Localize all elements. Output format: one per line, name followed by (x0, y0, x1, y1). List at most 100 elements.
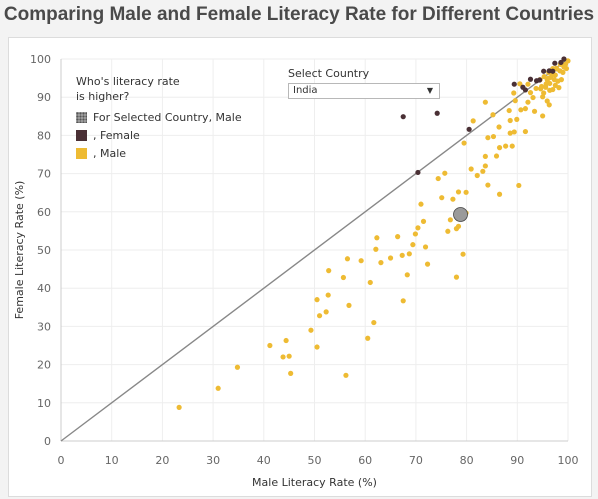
male-point[interactable] (531, 108, 538, 114)
male-point[interactable] (530, 94, 536, 101)
male-point[interactable] (439, 195, 445, 201)
male-point[interactable] (525, 81, 531, 87)
male-point[interactable] (507, 117, 513, 124)
male-point[interactable] (514, 116, 520, 122)
male-point[interactable] (511, 129, 517, 135)
male-point[interactable] (286, 353, 292, 359)
male-point[interactable] (435, 175, 441, 182)
male-point[interactable] (234, 364, 241, 370)
male-point[interactable] (517, 81, 523, 87)
male-point[interactable] (267, 342, 273, 349)
male-point[interactable] (308, 327, 314, 333)
male-point[interactable] (539, 83, 545, 90)
male-point[interactable] (541, 90, 547, 96)
male-point[interactable] (314, 297, 320, 303)
male-point[interactable] (503, 143, 509, 149)
male-point[interactable] (522, 128, 529, 135)
male-point[interactable] (509, 143, 515, 149)
male-point[interactable] (482, 153, 488, 160)
male-point[interactable] (288, 370, 294, 376)
male-point[interactable] (490, 133, 497, 140)
male-point[interactable] (480, 168, 486, 174)
male-point[interactable] (556, 85, 562, 91)
male-point[interactable] (373, 246, 379, 252)
male-point[interactable] (474, 172, 480, 179)
male-point[interactable] (424, 261, 431, 267)
male-point[interactable] (455, 223, 462, 229)
male-point[interactable] (410, 242, 416, 248)
female-point[interactable] (552, 60, 558, 66)
male-point[interactable] (550, 86, 556, 93)
male-point[interactable] (399, 252, 405, 258)
male-point[interactable] (482, 163, 488, 169)
male-point[interactable] (344, 256, 351, 262)
male-point[interactable] (406, 251, 412, 257)
legend-item-female[interactable]: , Female (76, 126, 242, 144)
male-point[interactable] (518, 107, 524, 113)
male-point[interactable] (316, 313, 323, 319)
female-point[interactable] (527, 76, 534, 82)
male-point[interactable] (561, 64, 567, 70)
male-point[interactable] (453, 274, 460, 280)
legend-item-male[interactable]: , Male (76, 144, 242, 162)
male-point[interactable] (485, 135, 491, 141)
female-point[interactable] (558, 59, 564, 66)
female-point[interactable] (466, 126, 472, 132)
male-point[interactable] (533, 85, 539, 92)
selected-country-point[interactable] (453, 207, 468, 222)
male-point[interactable] (546, 75, 552, 81)
male-point[interactable] (455, 189, 462, 195)
male-point[interactable] (522, 106, 529, 112)
male-point[interactable] (482, 99, 488, 105)
male-point[interactable] (557, 68, 563, 74)
female-point[interactable] (434, 110, 440, 116)
male-point[interactable] (540, 113, 546, 119)
male-point[interactable] (546, 102, 552, 108)
male-point[interactable] (468, 166, 474, 172)
male-point[interactable] (176, 404, 182, 410)
male-point[interactable] (215, 385, 221, 391)
male-point[interactable] (387, 255, 394, 261)
female-point[interactable] (541, 68, 547, 74)
male-point[interactable] (496, 145, 503, 151)
male-point[interactable] (412, 231, 418, 237)
male-point[interactable] (367, 279, 373, 286)
male-point[interactable] (445, 228, 451, 234)
male-point[interactable] (420, 218, 427, 224)
male-point[interactable] (527, 90, 534, 96)
male-point[interactable] (506, 107, 512, 114)
male-point[interactable] (280, 354, 286, 360)
male-point[interactable] (565, 58, 571, 64)
male-point[interactable] (365, 335, 371, 341)
male-point[interactable] (325, 292, 331, 298)
male-point[interactable] (544, 98, 550, 104)
male-point[interactable] (512, 98, 518, 104)
male-point[interactable] (371, 319, 377, 326)
male-point[interactable] (358, 258, 364, 264)
male-point[interactable] (400, 298, 406, 304)
male-point[interactable] (346, 302, 352, 308)
male-point[interactable] (525, 99, 531, 105)
male-point[interactable] (507, 130, 513, 136)
male-point[interactable] (516, 182, 522, 189)
female-point[interactable] (522, 87, 529, 93)
male-point[interactable] (463, 189, 469, 195)
male-point[interactable] (340, 274, 346, 281)
female-point[interactable] (400, 114, 406, 120)
male-point[interactable] (283, 337, 289, 344)
male-point[interactable] (543, 81, 549, 87)
male-point[interactable] (496, 191, 503, 197)
country-dropdown[interactable]: India ▼ (288, 83, 440, 99)
male-point[interactable] (395, 234, 401, 240)
male-point[interactable] (374, 235, 380, 241)
male-point[interactable] (343, 372, 349, 378)
male-point[interactable] (450, 196, 456, 202)
male-point[interactable] (485, 182, 491, 188)
male-point[interactable] (496, 124, 502, 130)
legend-item-selected[interactable]: For Selected Country, Male (76, 108, 242, 126)
male-point[interactable] (511, 90, 517, 96)
male-point[interactable] (490, 112, 496, 118)
male-point[interactable] (323, 309, 329, 315)
male-point[interactable] (460, 251, 466, 257)
male-point[interactable] (470, 118, 476, 124)
